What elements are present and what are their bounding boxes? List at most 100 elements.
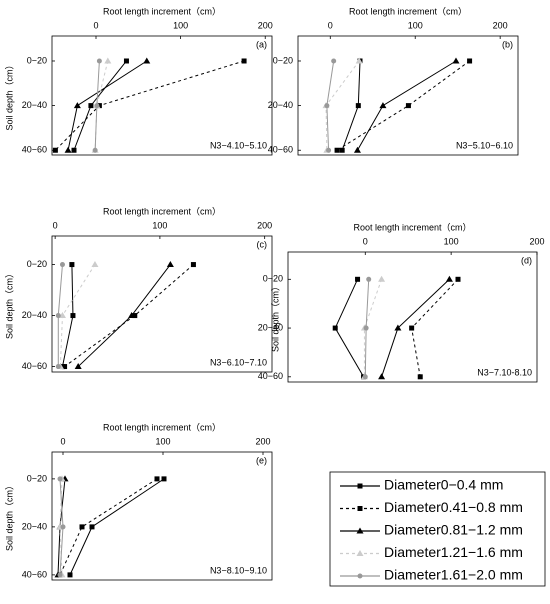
y-tick-label: 20−40 [22, 310, 47, 320]
series-line [334, 279, 364, 378]
marker [79, 524, 85, 530]
x-tick-label: 100 [155, 436, 170, 446]
marker [154, 476, 160, 482]
y-axis-title: Soil depth（cm） [4, 60, 14, 130]
marker [94, 103, 100, 109]
y-tick-label: 40−60 [268, 145, 293, 155]
marker [128, 312, 136, 319]
plot-frame [51, 235, 273, 373]
marker [378, 275, 386, 282]
marker [357, 506, 363, 511]
x-tick-label: 100 [408, 20, 423, 30]
x-tick-label: 0 [93, 20, 98, 30]
legend-label: Diameter0−0.4 mm [384, 477, 503, 493]
y-tick-label: 0−20 [273, 55, 293, 65]
marker [73, 102, 81, 109]
marker [362, 374, 368, 380]
series-line [325, 60, 360, 151]
panel-label: (e) [256, 455, 267, 465]
marker [91, 261, 99, 268]
y-tick-label: 40−60 [258, 371, 283, 381]
marker [67, 572, 73, 578]
marker [96, 103, 102, 109]
marker [62, 364, 68, 370]
marker [123, 58, 129, 64]
marker [96, 58, 102, 64]
y-tick-label: 0−20 [27, 473, 47, 483]
panel-label: (d) [521, 255, 532, 265]
x-tick-label: 100 [152, 220, 167, 230]
x-tick-label: 200 [529, 236, 544, 246]
x-tick-label: 0 [53, 220, 58, 230]
marker [334, 147, 340, 153]
marker [58, 312, 66, 319]
marker [57, 572, 63, 578]
y-tick-label: 20−40 [22, 100, 47, 110]
x-tick-label: 200 [255, 436, 270, 446]
y-tick-label: 0−20 [27, 259, 47, 269]
legend-label: Diameter1.21−1.6 mm [384, 544, 523, 560]
marker [379, 102, 387, 109]
marker [409, 325, 415, 331]
legend-label: Diameter0.81−1.2 mm [384, 522, 523, 538]
annotation: N3−6.10~7.10 [210, 357, 267, 367]
marker [366, 276, 372, 282]
plot-frame [51, 451, 273, 581]
marker [452, 57, 460, 64]
legend-label: Diameter0.41−0.8 mm [384, 499, 523, 515]
x-tick-label: 100 [173, 20, 188, 30]
series-line [55, 60, 245, 151]
marker [57, 476, 63, 482]
annotation: N3−5.10~6.10 [456, 140, 513, 150]
y-axis-title: Soil depth（cm） [4, 269, 14, 339]
series-line [411, 278, 459, 377]
panel-label: (a) [256, 39, 267, 49]
plot-frame [287, 251, 538, 383]
marker [378, 373, 386, 380]
marker [467, 58, 473, 64]
marker [332, 325, 338, 331]
x-axis-title: Root length increment（cm） [353, 222, 471, 232]
series-line [381, 278, 450, 377]
marker [69, 262, 75, 268]
annotation: N3−4.10~5.10 [210, 140, 267, 150]
marker [394, 324, 402, 331]
x-tick-label: 0 [363, 236, 368, 246]
marker [357, 573, 363, 579]
annotation: N3−7.10-8.10 [477, 367, 532, 377]
marker [52, 147, 58, 153]
marker [132, 313, 138, 319]
series-line [363, 279, 383, 377]
marker [59, 262, 65, 268]
marker [166, 261, 174, 268]
x-axis-title: Root length increment（cm） [103, 6, 221, 16]
y-tick-label: 40−60 [22, 361, 47, 371]
marker [55, 313, 61, 319]
marker [363, 325, 369, 331]
x-axis-title: Root length increment（cm） [349, 6, 467, 16]
marker [92, 147, 98, 153]
series-line [336, 60, 470, 151]
legend-frame [329, 471, 546, 587]
marker [70, 313, 76, 319]
marker [356, 527, 364, 534]
plot-frame [51, 35, 273, 156]
series-line [77, 264, 171, 367]
marker [74, 363, 82, 370]
marker [71, 147, 77, 153]
marker [357, 483, 363, 489]
marker [356, 550, 364, 556]
x-tick-label: 0 [60, 436, 65, 446]
marker [355, 57, 363, 64]
marker [143, 57, 151, 64]
y-tick-label: 20−40 [268, 100, 293, 110]
marker [445, 275, 453, 282]
x-tick-label: 100 [444, 236, 459, 246]
marker [89, 524, 95, 530]
marker [417, 374, 423, 380]
y-tick-label: 40−60 [22, 569, 47, 579]
y-tick-label: 0−20 [27, 55, 47, 65]
x-tick-label: 200 [493, 20, 508, 30]
y-tick-label: 20−40 [22, 521, 47, 531]
